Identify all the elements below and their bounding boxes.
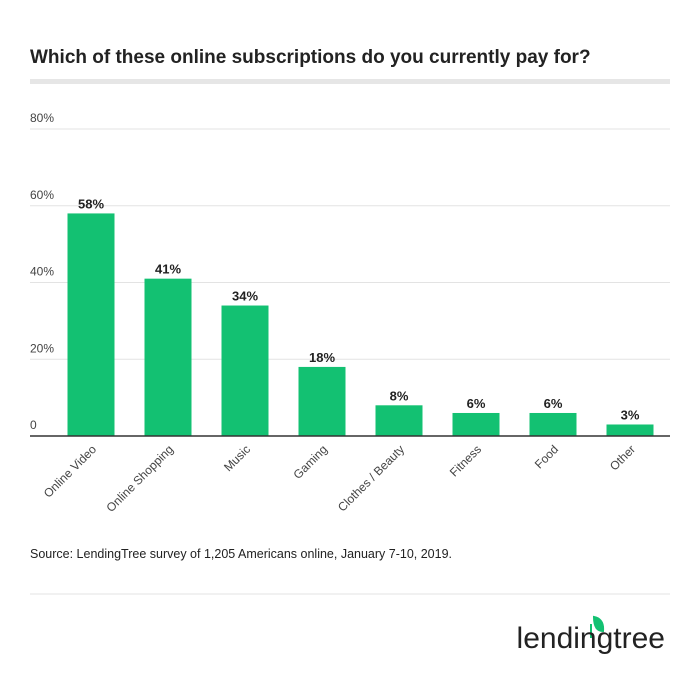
logo-leaf <box>590 615 605 638</box>
y-tick-label: 60% <box>30 188 54 202</box>
bar <box>375 405 423 436</box>
x-tick-label: Online Shopping <box>103 442 176 515</box>
value-label: 6% <box>544 396 563 411</box>
x-tick-label: Food <box>532 442 561 471</box>
x-tick-label: Gaming <box>291 442 331 482</box>
bar <box>529 412 577 436</box>
value-label: 18% <box>309 350 335 365</box>
y-tick-label: 80% <box>30 111 54 125</box>
logo: lendingtree <box>517 622 665 655</box>
title-rule <box>30 79 670 84</box>
x-tick-label: Clothes / Beauty <box>335 442 407 514</box>
source-note: Source: LendingTree survey of 1,205 Amer… <box>30 547 452 561</box>
chart-title: Which of these online subscriptions do y… <box>30 47 591 68</box>
x-tick-label: Online Video <box>41 442 100 501</box>
x-tick-label: Music <box>221 442 253 474</box>
bar <box>452 412 500 436</box>
bar <box>298 366 346 436</box>
value-label: 58% <box>78 196 104 211</box>
value-label: 6% <box>467 396 486 411</box>
x-tick-label: Other <box>607 442 638 473</box>
y-tick-label: 20% <box>30 341 54 355</box>
y-tick-label: 0 <box>30 418 37 432</box>
bar <box>221 305 269 436</box>
x-tick-label: Fitness <box>447 442 484 479</box>
bar <box>67 213 115 436</box>
value-label: 41% <box>155 262 181 277</box>
bar <box>144 278 192 436</box>
value-label: 3% <box>621 407 640 422</box>
value-label: 34% <box>232 289 258 304</box>
value-label: 8% <box>390 388 409 403</box>
y-tick-label: 40% <box>30 265 54 279</box>
bar <box>606 424 654 436</box>
